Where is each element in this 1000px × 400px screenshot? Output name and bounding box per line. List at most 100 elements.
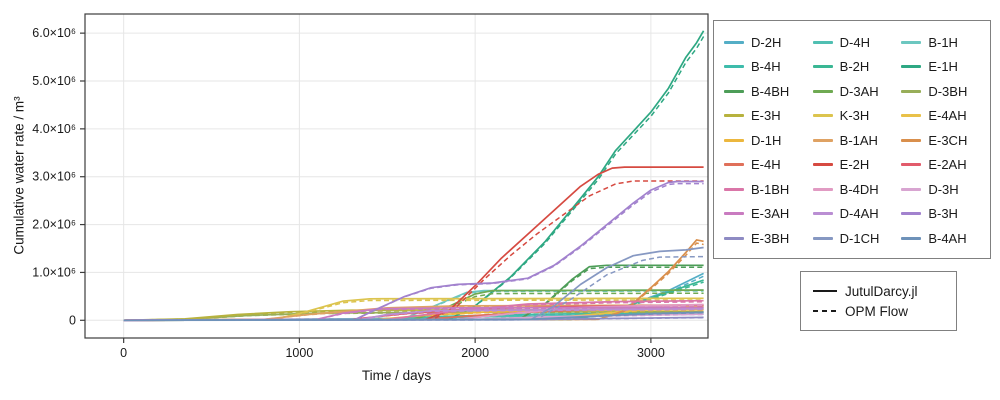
y-tick-label: 6.0×10⁶	[32, 26, 76, 40]
legend-line-swatch	[812, 114, 833, 118]
legend-well-label: E-3CH	[928, 132, 968, 148]
x-tick-label: 1000	[285, 346, 313, 360]
series-E-2H-opm-flow	[123, 180, 704, 322]
legend-item-B-1AH: B-1AH	[812, 132, 892, 148]
y-tick-label: 3.0×10⁶	[32, 170, 76, 184]
legend-line-swatch	[724, 40, 744, 44]
series-D-1CH-jutuldarcy	[123, 246, 704, 322]
series-B-3H-jutuldarcy	[123, 180, 704, 322]
solver-legend: JutulDarcy.jl OPM Flow	[800, 271, 957, 331]
series-B-4AH-jutuldarcy	[123, 311, 704, 322]
legend-line-swatch	[901, 138, 922, 142]
legend-well-label: E-3AH	[751, 206, 790, 222]
legend-item-B-2H: B-2H	[812, 59, 892, 75]
legend-line-swatch	[724, 114, 744, 118]
x-tick-label: 0	[120, 346, 127, 360]
legend-line-swatch	[724, 65, 744, 69]
legend-item-E-2H: E-2H	[812, 157, 892, 173]
legend-line-swatch	[724, 212, 744, 216]
legend-item-E-3BH: E-3BH	[724, 231, 803, 246]
legend-line-swatch	[724, 187, 744, 191]
legend-line-swatch	[901, 40, 922, 44]
legend-well-label: B-4DH	[839, 181, 879, 197]
legend-item-E-3AH: E-3AH	[724, 206, 803, 221]
x-tick-label: 3000	[637, 346, 665, 360]
legend-line-swatch	[724, 236, 744, 240]
legend-well-label: B-2H	[839, 59, 870, 75]
series-E-2H-jutuldarcy	[123, 166, 704, 322]
legend-well-label: B-1AH	[839, 132, 878, 148]
legend-line-swatch	[812, 65, 833, 69]
legend-line-swatch	[901, 236, 922, 240]
legend-line-swatch	[812, 138, 833, 142]
legend-well-label: E-2AH	[928, 157, 967, 173]
legend-item-E-1H: E-1H	[901, 59, 980, 74]
legend-item-D-4H: D-4H	[812, 34, 892, 50]
legend-well-label: D-3AH	[839, 83, 879, 99]
legend-well-label: D-4H	[839, 34, 870, 50]
legend-well-label: D-4AH	[839, 206, 879, 222]
solid-line-swatch	[813, 290, 837, 292]
y-tick-label: 2.0×10⁶	[32, 218, 76, 232]
legend-line-swatch	[901, 114, 922, 118]
legend-well-label: D-3H	[928, 181, 959, 197]
y-tick-label: 0	[69, 313, 76, 327]
legend-well-label: B-3H	[928, 206, 958, 222]
legend-well-label: B-4H	[751, 59, 781, 75]
legend-item-B-1BH: B-1BH	[724, 182, 803, 197]
legend-line-swatch	[901, 89, 922, 93]
legend-item-D-1H: D-1H	[724, 133, 803, 148]
legend-line-swatch	[812, 163, 833, 167]
legend-item-D-1CH: D-1CH	[812, 230, 892, 246]
legend-well-label: D-3BH	[928, 83, 968, 99]
series-E-1H-opm-flow	[123, 36, 705, 322]
legend-line-swatch	[724, 89, 744, 93]
legend-line-swatch	[724, 163, 744, 167]
x-tick-label: 2000	[461, 346, 489, 360]
legend-line-swatch	[901, 163, 922, 167]
legend-item-E-3H: E-3H	[724, 108, 803, 123]
y-tick-label: 5.0×10⁶	[32, 74, 76, 88]
solver-legend-row-opm: OPM Flow	[813, 304, 944, 319]
legend-line-swatch	[812, 40, 833, 44]
legend-well-label: D-2H	[751, 34, 782, 50]
legend-item-E-4AH: E-4AH	[901, 108, 980, 123]
legend-item-B-4H: B-4H	[724, 59, 803, 74]
solver-legend-label: JutulDarcy.jl	[845, 283, 918, 299]
dashed-line-swatch	[813, 309, 837, 313]
legend-item-E-4H: E-4H	[724, 157, 803, 172]
legend-well-label: D-1CH	[839, 230, 880, 246]
legend-item-B-4BH: B-4BH	[724, 84, 803, 99]
legend-item-B-3H: B-3H	[901, 206, 980, 221]
plot-frame	[84, 13, 709, 339]
legend-well-label: E-4H	[751, 157, 781, 173]
legend-item-D-3AH: D-3AH	[812, 83, 892, 99]
legend-line-swatch	[901, 187, 922, 191]
legend-line-swatch	[901, 212, 922, 216]
series-E-1H-jutuldarcy	[123, 30, 705, 322]
legend-line-swatch	[724, 138, 744, 142]
wells-legend: D-2H D-4H B-1H B-4H B-2H E-1H B-4BH D-3AH D-3BH E…	[713, 20, 991, 259]
legend-well-label: E-1H	[928, 59, 958, 75]
legend-line-swatch	[812, 89, 833, 93]
legend-item-D-2H: D-2H	[724, 35, 803, 50]
legend-well-label: D-1H	[751, 132, 782, 148]
legend-well-label: B-4BH	[751, 83, 790, 99]
legend-item-E-3CH: E-3CH	[901, 133, 980, 148]
legend-item-B-4AH: B-4AH	[901, 231, 980, 246]
y-tick-label: 4.0×10⁶	[32, 122, 76, 136]
legend-well-label: E-2H	[839, 157, 870, 173]
legend-item-B-1H: B-1H	[901, 35, 980, 50]
legend-item-B-4DH: B-4DH	[812, 181, 892, 197]
legend-well-label: K-3H	[839, 108, 870, 124]
y-axis-label: Cumulative water rate / m³	[11, 96, 27, 255]
legend-well-label: B-4AH	[928, 230, 967, 246]
legend-item-D-3H: D-3H	[901, 182, 980, 197]
legend-well-label: E-3H	[751, 108, 781, 124]
solver-legend-label: OPM Flow	[845, 303, 909, 319]
y-tick-label: 1.0×10⁶	[32, 265, 76, 279]
legend-item-D-3BH: D-3BH	[901, 84, 980, 99]
legend-well-label: E-4AH	[928, 108, 967, 124]
